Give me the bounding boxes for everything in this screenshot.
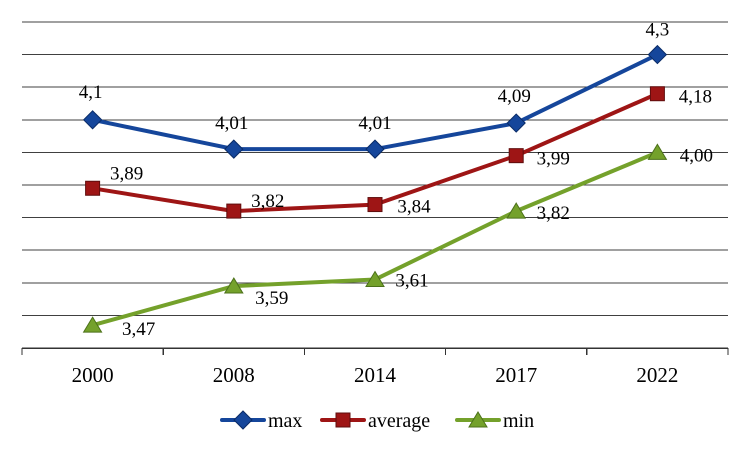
marker-max-2008 (224, 139, 244, 159)
legend-label-min: min (503, 410, 534, 432)
data-label-min-2017: 3,82 (537, 203, 570, 224)
series-line-max (90, 52, 660, 152)
data-label-max-2017: 4,09 (498, 86, 531, 107)
data-label-max-2000: 4,1 (79, 82, 103, 103)
legend-triangle-icon (468, 411, 488, 428)
marker-average-2017 (508, 148, 524, 164)
series-average: 3,89 3,82 3,84 3,99 4,18 (85, 86, 712, 219)
data-label-average-2000: 3,89 (110, 163, 143, 184)
legend-diamond-icon (233, 410, 253, 430)
data-label-max-2008: 4,01 (215, 113, 248, 134)
marker-average-2008 (226, 203, 242, 219)
x-axis-label-2014: 2014 (354, 363, 397, 387)
legend-item-min: min (455, 410, 534, 432)
data-label-min-2022: 4,00 (680, 145, 713, 166)
data-label-max-2022: 4,3 (646, 20, 670, 41)
legend: max average min (220, 410, 534, 432)
marker-max-2017 (506, 113, 526, 133)
marker-min-2022 (647, 143, 668, 160)
legend-label-average: average (368, 410, 430, 432)
x-axis-label-2000: 2000 (72, 363, 114, 387)
data-label-average-2014: 3,84 (397, 197, 431, 218)
marker-min-2008 (223, 277, 244, 294)
marker-min-2017 (506, 202, 527, 219)
data-label-average-2017: 3,99 (537, 149, 570, 170)
series-max: 4,1 4,01 4,01 4,09 4,3 (79, 20, 670, 159)
legend-square-icon (335, 412, 351, 428)
data-label-average-2008: 3,82 (251, 191, 284, 212)
marker-max-2014 (365, 139, 385, 159)
series-line-min (90, 150, 660, 328)
marker-average-2022 (649, 86, 665, 102)
data-label-min-2000: 3,47 (122, 319, 155, 340)
marker-min-2000 (82, 316, 103, 333)
legend-label-max: max (268, 410, 302, 432)
marker-min-2014 (365, 270, 385, 288)
x-axis-label-2022: 2022 (636, 363, 678, 387)
legend-item-average: average (320, 410, 430, 432)
marker-average-2000 (85, 180, 101, 196)
legend-item-max: max (220, 410, 302, 432)
data-label-average-2022: 4,18 (679, 87, 712, 108)
x-axis-label-2017: 2017 (495, 363, 537, 387)
marker-max-2022 (647, 44, 668, 65)
marker-max-2000 (82, 110, 103, 130)
series-min: 3,47 3,59 3,61 3,82 4,00 (82, 143, 713, 340)
data-label-min-2008: 3,59 (255, 288, 288, 309)
x-axis-label-2008: 2008 (213, 363, 255, 387)
data-label-min-2014: 3,61 (395, 271, 428, 292)
data-label-max-2014: 4,01 (358, 113, 391, 134)
marker-average-2014 (367, 197, 383, 213)
